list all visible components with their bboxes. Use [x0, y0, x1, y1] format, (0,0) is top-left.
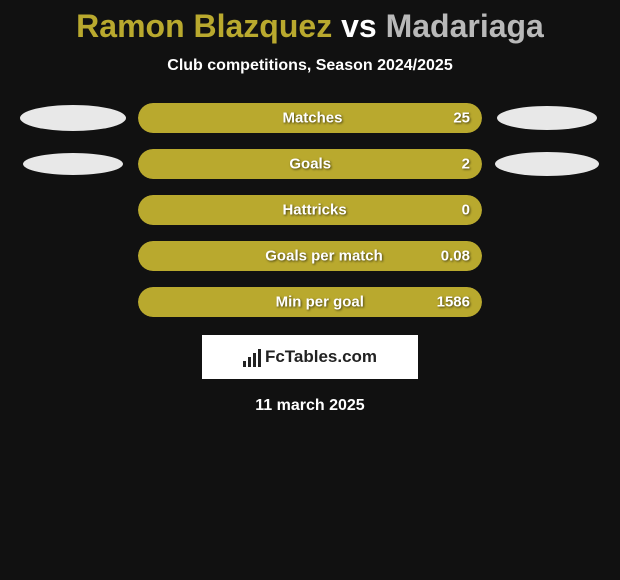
- stat-label: Hattricks: [282, 202, 346, 219]
- stat-label: Goals: [289, 156, 331, 173]
- title-vs: vs: [341, 8, 377, 44]
- stat-rows: Matches 25 Goals 2 Hattricks 0 Goals per match…: [0, 103, 620, 317]
- stat-value: 25: [453, 110, 470, 127]
- stat-row: Min per goal 1586: [0, 287, 620, 317]
- logo-text: FcTables.com: [265, 347, 377, 367]
- stat-value: 0.08: [441, 248, 470, 265]
- left-ellipse-wrap: [8, 105, 138, 131]
- stat-row: Matches 25: [0, 103, 620, 133]
- logo-box[interactable]: FcTables.com: [202, 335, 418, 379]
- right-ellipse-icon: [497, 106, 597, 130]
- logo-inner: FcTables.com: [243, 347, 377, 367]
- left-ellipse-icon: [20, 105, 126, 131]
- stat-value: 0: [462, 202, 470, 219]
- subtitle: Club competitions, Season 2024/2025: [0, 57, 620, 75]
- stat-bar: Matches 25: [138, 103, 482, 133]
- stat-label: Min per goal: [276, 294, 364, 311]
- stat-value: 2: [462, 156, 470, 173]
- stat-value: 1586: [437, 294, 470, 311]
- right-ellipse-wrap: [482, 106, 612, 130]
- stat-bar: Min per goal 1586: [138, 287, 482, 317]
- page-title: Ramon Blazquez vs Madariaga: [0, 8, 620, 45]
- right-ellipse-icon: [495, 152, 599, 176]
- stat-label: Goals per match: [265, 248, 383, 265]
- left-ellipse-icon: [23, 153, 123, 175]
- stat-label: Matches: [282, 110, 342, 127]
- stat-row: Goals 2: [0, 149, 620, 179]
- left-ellipse-wrap: [8, 153, 138, 175]
- title-player1: Ramon Blazquez: [76, 8, 332, 44]
- date-label: 11 march 2025: [0, 397, 620, 415]
- right-ellipse-wrap: [482, 152, 612, 176]
- stat-row: Hattricks 0: [0, 195, 620, 225]
- stat-bar: Hattricks 0: [138, 195, 482, 225]
- title-player2: Madariaga: [386, 8, 544, 44]
- stat-bar: Goals per match 0.08: [138, 241, 482, 271]
- logo-bars-icon: [243, 347, 261, 367]
- comparison-container: Ramon Blazquez vs Madariaga Club competi…: [0, 0, 620, 415]
- stat-bar: Goals 2: [138, 149, 482, 179]
- stat-row: Goals per match 0.08: [0, 241, 620, 271]
